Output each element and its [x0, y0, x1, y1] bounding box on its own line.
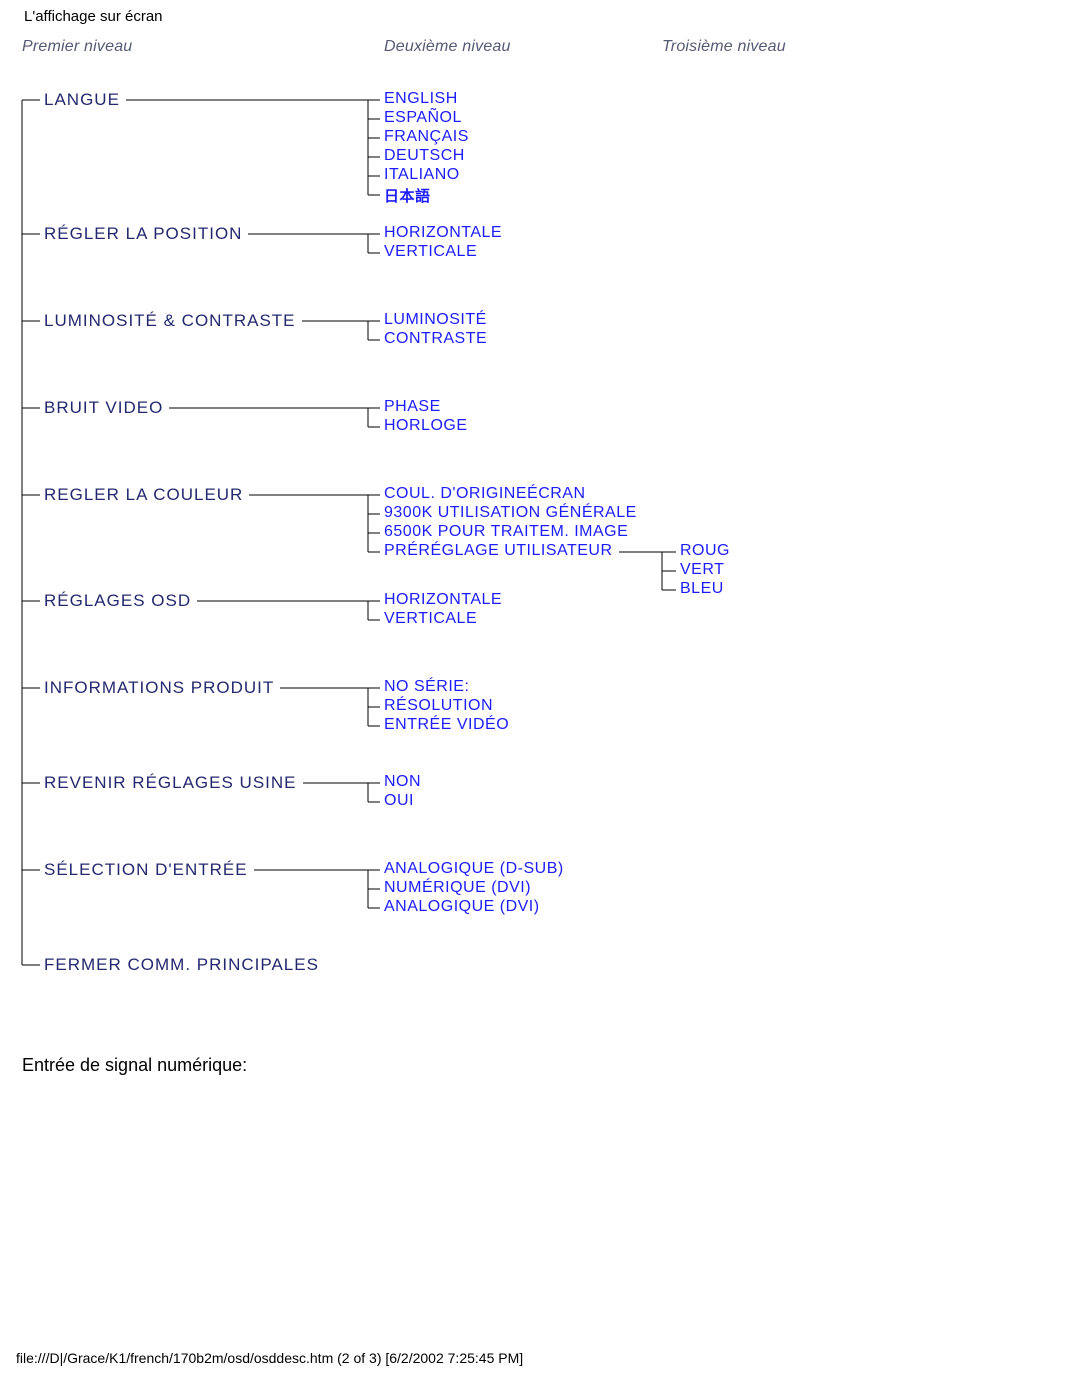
- lvl2-label: VERTICALE: [384, 610, 477, 628]
- lvl2-label: ANALOGIQUE (DVI): [384, 898, 540, 916]
- lvl2-label: ENGLISH: [384, 90, 458, 108]
- lvl2-label: PRÉRÉGLAGE UTILISATEUR: [384, 542, 613, 560]
- lvl2-label: RÉSOLUTION: [384, 697, 493, 715]
- lvl2-label: DEUTSCH: [384, 147, 465, 165]
- lvl3-label: VERT: [680, 561, 724, 579]
- lvl2-label: ESPAÑOL: [384, 109, 462, 127]
- page-footer: file:///D|/Grace/K1/french/170b2m/osd/os…: [16, 1350, 523, 1366]
- lvl2-label: LUMINOSITÉ: [384, 311, 487, 329]
- lvl1-label: LUMINOSITÉ & CONTRASTE: [44, 311, 296, 331]
- lvl2-label: NUMÉRIQUE (DVI): [384, 879, 531, 897]
- lvl1-label: SÉLECTION D'ENTRÉE: [44, 860, 248, 880]
- lvl2-label: ENTRÉE VIDÉO: [384, 716, 509, 734]
- lvl2-label: ANALOGIQUE (D-SUB): [384, 860, 564, 878]
- lvl2-label: ITALIANO: [384, 166, 460, 184]
- lvl1-label: REVENIR RÉGLAGES USINE: [44, 773, 297, 793]
- lvl2-label: HORIZONTALE: [384, 591, 502, 609]
- lvl3-label: ROUG: [680, 542, 730, 560]
- lvl2-label: VERTICALE: [384, 243, 477, 261]
- lvl1-label: RÉGLER LA POSITION: [44, 224, 242, 244]
- lvl2-label: 9300K UTILISATION GÉNÉRALE: [384, 504, 637, 522]
- lvl2-label: FRANÇAIS: [384, 128, 469, 146]
- lvl1-label: BRUIT VIDEO: [44, 398, 163, 418]
- lvl2-label: 6500K POUR TRAITEM. IMAGE: [384, 523, 628, 541]
- lvl2-label: NO SÉRIE:: [384, 678, 469, 696]
- lvl1-label: REGLER LA COULEUR: [44, 485, 243, 505]
- lvl2-label: COUL. D'ORIGINEÉCRAN: [384, 485, 586, 503]
- lvl3-label: BLEU: [680, 580, 724, 598]
- lvl2-label: NON: [384, 773, 421, 791]
- lvl1-label: LANGUE: [44, 90, 120, 110]
- osd-tree-page: L'affichage sur écran Premier niveau Deu…: [0, 0, 1080, 1397]
- lvl2-label: HORIZONTALE: [384, 224, 502, 242]
- lvl2-label: OUI: [384, 792, 414, 810]
- lvl2-label: PHASE: [384, 398, 441, 416]
- lvl1-label: FERMER COMM. PRINCIPALES: [44, 955, 319, 975]
- connector-lines: [0, 0, 1080, 1397]
- lvl2-label: 日本語: [384, 185, 431, 206]
- bottom-heading: Entrée de signal numérique:: [22, 1055, 247, 1076]
- lvl2-label: CONTRASTE: [384, 330, 487, 348]
- lvl1-label: RÉGLAGES OSD: [44, 591, 191, 611]
- lvl2-label: HORLOGE: [384, 417, 468, 435]
- lvl1-label: INFORMATIONS PRODUIT: [44, 678, 274, 698]
